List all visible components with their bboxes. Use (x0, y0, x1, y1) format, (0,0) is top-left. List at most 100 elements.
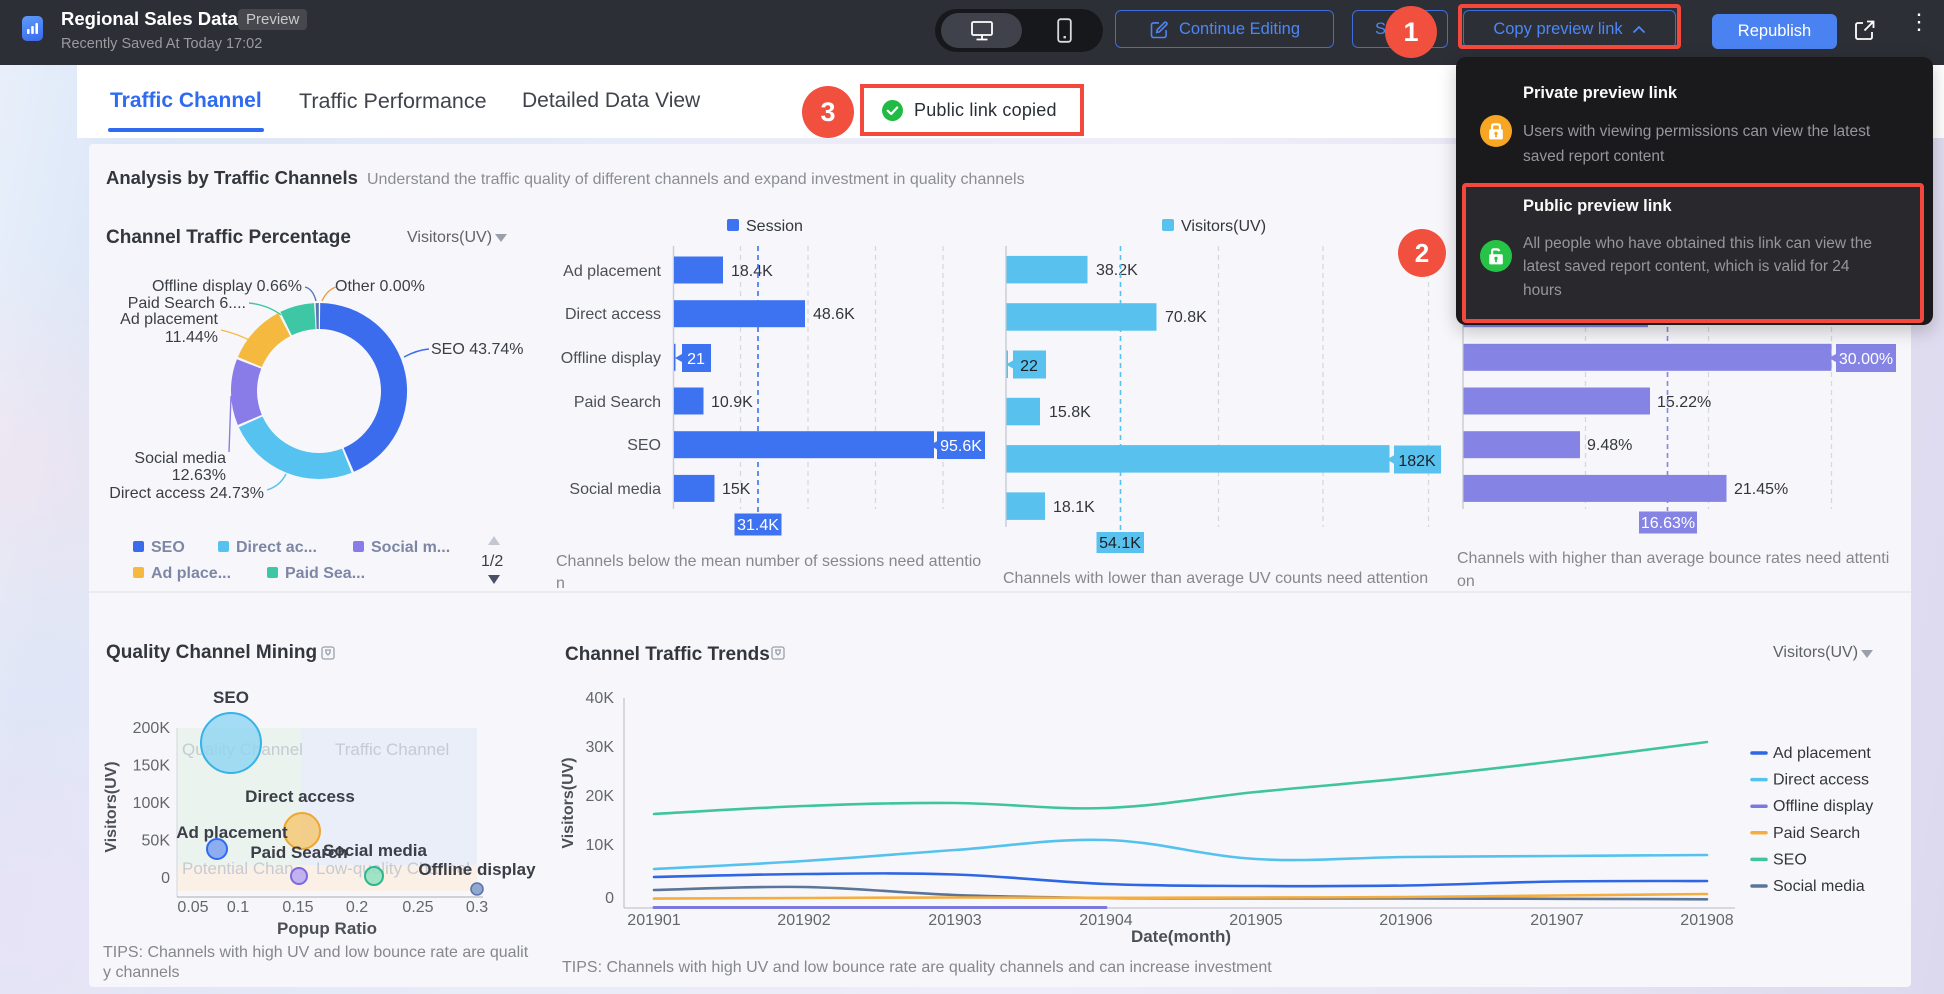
svg-text:201905: 201905 (1229, 912, 1282, 929)
svg-text:18.1K: 18.1K (1053, 499, 1095, 516)
svg-text:0: 0 (605, 890, 614, 907)
svg-text:Channel Traffic Percentage: Channel Traffic Percentage (106, 227, 351, 248)
svg-text:Visitors(UV): Visitors(UV) (407, 229, 492, 246)
svg-text:Session: Session (746, 218, 803, 235)
svg-text:70.8K: 70.8K (1165, 309, 1207, 326)
svg-text:Other 0.00%: Other 0.00% (335, 278, 425, 295)
svg-text:Ad placement: Ad placement (176, 823, 288, 842)
svg-text:0.3: 0.3 (466, 899, 488, 916)
svg-text:Direct access: Direct access (565, 306, 661, 323)
svg-text:201902: 201902 (777, 912, 830, 929)
svg-text:Social media: Social media (1773, 878, 1865, 895)
svg-text:0.2: 0.2 (346, 899, 368, 916)
svg-text:Direct access: Direct access (245, 787, 355, 806)
svg-text:y channels: y channels (103, 964, 180, 981)
svg-text:Social m...: Social m... (371, 539, 450, 556)
svg-text:100K: 100K (133, 795, 171, 812)
svg-text:201908: 201908 (1680, 912, 1733, 929)
svg-text:TIPS: Channels with high UV an: TIPS: Channels with high UV and low boun… (103, 944, 529, 961)
svg-text:11.44%: 11.44% (165, 329, 218, 346)
svg-text:Direct ac...: Direct ac... (236, 539, 317, 556)
svg-text:15.22%: 15.22% (1657, 394, 1711, 411)
svg-text:Paid Sea...: Paid Sea... (285, 565, 365, 582)
svg-text:10K: 10K (586, 837, 615, 854)
svg-text:Understand the traffic quality: Understand the traffic quality of differ… (367, 171, 1025, 188)
svg-text:182K: 182K (1398, 453, 1436, 470)
svg-text:Low-quality Channel: Low-quality Channel (316, 859, 470, 878)
svg-text:Social media: Social media (569, 481, 661, 498)
svg-text:21: 21 (687, 351, 705, 368)
svg-text:SEO: SEO (1773, 851, 1807, 868)
svg-text:Offline display: Offline display (1773, 798, 1873, 815)
svg-text:Offline display: Offline display (561, 350, 661, 367)
svg-text:SEO: SEO (151, 539, 185, 556)
svg-text:Ad placement: Ad placement (563, 263, 661, 280)
svg-text:Direct access: Direct access (1773, 772, 1869, 789)
svg-text:50K: 50K (142, 833, 171, 850)
svg-text:Visitors(UV): Visitors(UV) (560, 757, 577, 848)
svg-text:Paid Search: Paid Search (574, 394, 661, 411)
svg-text:31.4K: 31.4K (737, 517, 779, 534)
svg-text:Direct access 24.73%: Direct access 24.73% (109, 485, 264, 502)
svg-text:15K: 15K (722, 481, 751, 498)
svg-text:Traffic Channel: Traffic Channel (335, 740, 449, 759)
svg-text:201903: 201903 (928, 912, 981, 929)
svg-text:Ad placement: Ad placement (1773, 745, 1871, 762)
svg-text:Date(month): Date(month) (1131, 927, 1231, 946)
svg-text:0.1: 0.1 (227, 899, 249, 916)
svg-text:54.1K: 54.1K (1099, 535, 1141, 552)
svg-text:Visitors(UV): Visitors(UV) (1773, 644, 1858, 661)
svg-text:on: on (1457, 573, 1475, 590)
svg-text:0.25: 0.25 (402, 899, 433, 916)
svg-text:10.9K: 10.9K (711, 394, 753, 411)
svg-text:21.45%: 21.45% (1734, 481, 1788, 498)
svg-text:Channels with lower than avera: Channels with lower than average UV coun… (1003, 570, 1428, 587)
svg-text:Paid Search: Paid Search (250, 843, 347, 862)
svg-text:TIPS: Channels with high UV an: TIPS: Channels with high UV and low boun… (562, 959, 1272, 976)
svg-text:1/2: 1/2 (481, 553, 503, 570)
svg-text:Paid Search: Paid Search (1773, 825, 1860, 842)
svg-text:0.05: 0.05 (177, 899, 208, 916)
svg-text:200K: 200K (133, 720, 171, 737)
svg-text:30K: 30K (586, 739, 615, 756)
svg-text:18.4K: 18.4K (731, 263, 773, 280)
svg-text:Ad place...: Ad place... (151, 565, 231, 582)
svg-text:Social media: Social media (323, 841, 427, 860)
svg-text:Visitors(UV): Visitors(UV) (1181, 218, 1266, 235)
svg-text:Analysis by Traffic Channels: Analysis by Traffic Channels (106, 167, 358, 188)
svg-text:15.8K: 15.8K (1049, 404, 1091, 421)
svg-text:Offline display 0.66%: Offline display 0.66% (152, 278, 302, 295)
svg-text:201906: 201906 (1379, 912, 1432, 929)
svg-text:SEO: SEO (213, 688, 249, 707)
svg-text:201901: 201901 (627, 912, 680, 929)
svg-text:38.2K: 38.2K (1096, 262, 1138, 279)
svg-text:0: 0 (161, 870, 170, 887)
svg-text:SEO: SEO (627, 437, 661, 454)
svg-text:Popup Ratio: Popup Ratio (277, 919, 377, 938)
svg-text:Quality Channel Mining: Quality Channel Mining (106, 642, 317, 663)
svg-text:Channel Traffic Trends: Channel Traffic Trends (565, 644, 770, 665)
svg-text:Visitors(UV): Visitors(UV) (103, 761, 120, 852)
svg-text:40K: 40K (586, 690, 615, 707)
svg-text:201904: 201904 (1079, 912, 1132, 929)
svg-text:30.00%: 30.00% (1839, 351, 1893, 368)
svg-text:Channels with higher than aver: Channels with higher than average bounce… (1457, 550, 1889, 567)
svg-text:150K: 150K (133, 758, 171, 775)
svg-text:Potential Chan...: Potential Chan... (182, 859, 308, 878)
svg-text:Social media: Social media (134, 450, 226, 467)
svg-text:201907: 201907 (1530, 912, 1583, 929)
svg-text:Ad placement: Ad placement (120, 311, 218, 328)
svg-text:20K: 20K (586, 788, 615, 805)
svg-text:Paid Search 6....: Paid Search 6.... (128, 295, 246, 312)
svg-text:0.15: 0.15 (282, 899, 313, 916)
svg-text:Offline display: Offline display (418, 860, 536, 879)
svg-text:48.6K: 48.6K (813, 306, 855, 323)
svg-text:n: n (556, 575, 565, 592)
svg-text:Channels below the mean number: Channels below the mean number of sessio… (556, 553, 981, 570)
svg-text:22: 22 (1020, 358, 1038, 375)
svg-text:SEO 43.74%: SEO 43.74% (431, 341, 524, 358)
svg-text:9.48%: 9.48% (1587, 437, 1632, 454)
svg-text:16.63%: 16.63% (1641, 515, 1695, 532)
svg-text:95.6K: 95.6K (940, 438, 982, 455)
svg-text:12.63%: 12.63% (172, 467, 226, 484)
